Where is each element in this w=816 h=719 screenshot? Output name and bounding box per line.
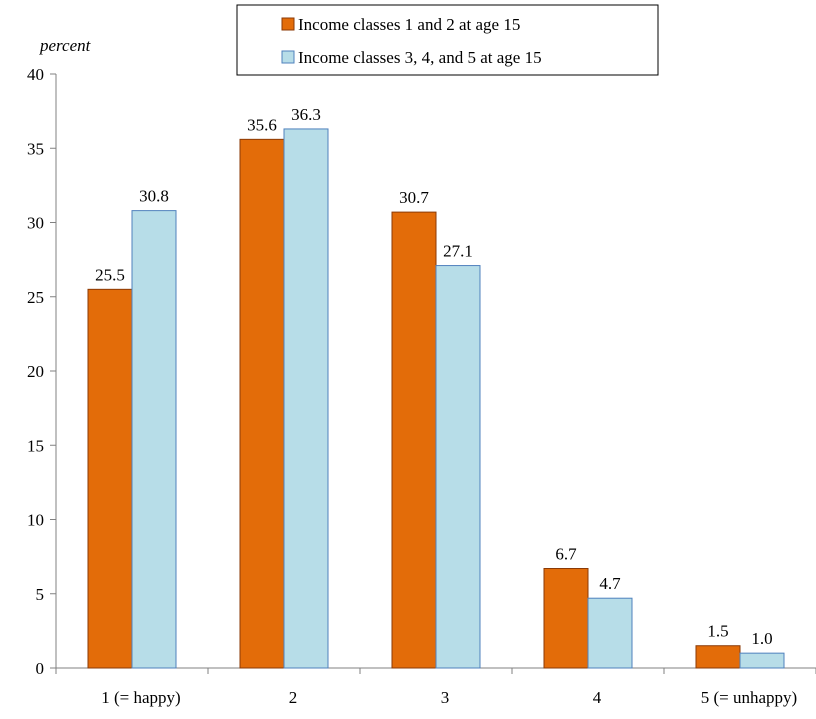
data-label: 30.7 (399, 188, 429, 207)
legend-swatch (281, 17, 295, 31)
data-label: 4.7 (599, 574, 621, 593)
legend: Income classes 1 and 2 at age 15 Income c… (236, 4, 659, 76)
y-tick-label: 35 (27, 139, 44, 158)
data-label: 35.6 (247, 115, 277, 134)
data-label: 25.5 (95, 265, 125, 284)
bar-series-2 (587, 597, 633, 669)
data-label: 30.8 (139, 187, 169, 206)
data-label: 1.5 (707, 622, 728, 641)
y-tick-label: 40 (27, 65, 44, 84)
data-label: 1.0 (751, 629, 772, 648)
bar-series-1 (391, 211, 437, 669)
bar-series-1 (695, 645, 741, 669)
y-tick-label: 10 (27, 511, 44, 530)
y-tick-label: 5 (36, 585, 45, 604)
data-label: 27.1 (443, 242, 473, 261)
y-tick-label: 20 (27, 362, 44, 381)
axes: 0 5 10 15 20 25 30 35 40 1 (= happy) 2 3 4 5 (= unhap… (27, 65, 816, 707)
bar-series-1 (543, 568, 589, 669)
x-category-label: 1 (= happy) (101, 688, 180, 707)
y-tick-label: 25 (27, 288, 44, 307)
data-label: 6.7 (555, 545, 577, 564)
x-category-label: 3 (441, 688, 450, 707)
x-category-label: 5 (= unhappy) (701, 688, 797, 707)
bar-series-2 (283, 128, 329, 669)
bar-series-2 (435, 265, 481, 669)
bar-series-2 (131, 210, 177, 669)
bars: 25.5 35.6 30.7 6.7 1.5 30.8 36.3 27.1 4.7 1.0 (87, 105, 785, 669)
legend-entry: Income classes 1 and 2 at age 15 (298, 15, 520, 34)
bar-series-1 (239, 138, 285, 669)
legend-entry: Income classes 3, 4, and 5 at age 15 (298, 48, 542, 67)
legend-swatch (281, 50, 295, 64)
x-category-label: 4 (593, 688, 602, 707)
bar-series-2 (739, 652, 785, 669)
data-label: 36.3 (291, 105, 321, 124)
y-tick-label: 30 (27, 214, 44, 233)
y-tick-label: 0 (36, 659, 45, 678)
y-tick-label: 15 (27, 436, 44, 455)
y-axis-label: percent (39, 36, 92, 55)
x-category-label: 2 (289, 688, 298, 707)
legend-box (236, 4, 659, 76)
bar-series-1 (87, 288, 133, 669)
